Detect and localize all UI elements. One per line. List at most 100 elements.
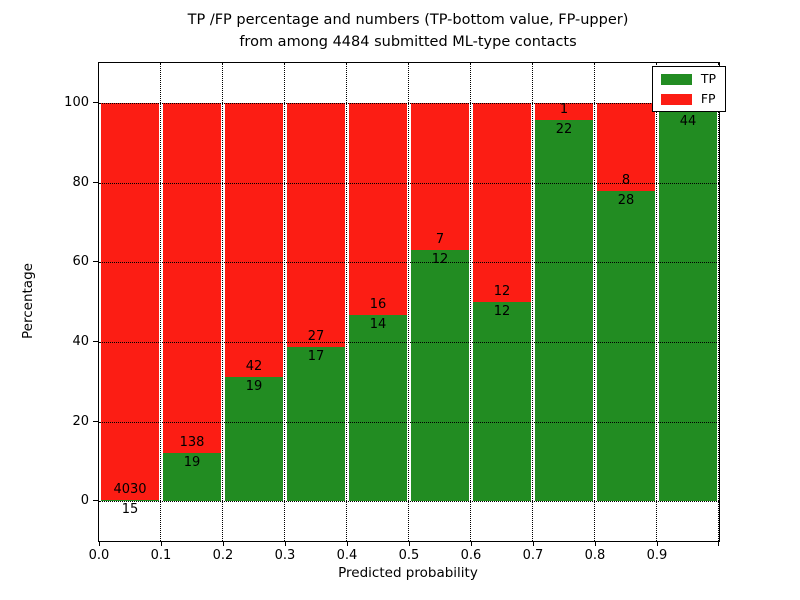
horizontal-gridline [99, 182, 719, 184]
y-tick-label: 40 [72, 333, 89, 349]
tp-count-label: 12 [493, 304, 511, 319]
y-tick-mark [93, 420, 98, 422]
x-tick-mark [223, 541, 224, 546]
fp-count-label: 27 [307, 329, 325, 345]
tp-bar-segment [597, 191, 655, 502]
fp-count-label: 1 [559, 102, 569, 118]
horizontal-gridline [99, 501, 719, 503]
tp-bar-segment [473, 302, 531, 502]
x-tick-label: 0.0 [88, 548, 110, 563]
y-tick-label: 80 [72, 174, 89, 190]
x-tick-mark [409, 541, 410, 546]
tp-bar-segment [101, 499, 159, 502]
y-tick-mark [93, 261, 98, 263]
vertical-gridline [532, 63, 533, 541]
x-axis-label: Predicted probability [338, 565, 478, 581]
vertical-gridline [408, 63, 409, 541]
tp-count-label: 17 [307, 349, 325, 365]
legend: TP FP [651, 66, 726, 112]
legend-swatch-tp-icon [660, 73, 692, 85]
vertical-gridline [656, 63, 657, 541]
legend-item-tp: TP [660, 71, 716, 86]
tp-bar-segment [163, 452, 221, 502]
y-tick-label: 60 [72, 254, 89, 270]
y-axis-label: Percentage [20, 263, 36, 339]
x-tick-mark [99, 541, 100, 546]
tp-count-label: 15 [121, 501, 139, 517]
chart-title-line-1: TP /FP percentage and numbers (TP-bottom… [187, 12, 629, 28]
legend-label: TP [700, 71, 716, 86]
vertical-gridline [470, 63, 471, 541]
horizontal-gridline [99, 262, 719, 264]
chart-title: TP /FP percentage and numbers (TP-bottom… [98, 10, 718, 54]
x-tick-mark [347, 541, 348, 546]
y-tick-mark [93, 500, 98, 502]
y-tick-label: 0 [80, 493, 89, 509]
fp-count-label: 16 [369, 297, 387, 313]
y-tick-mark [93, 181, 98, 183]
x-tick-label: 0.7 [522, 548, 544, 563]
x-tick-label: 0.9 [646, 548, 668, 563]
x-tick-label: 0.1 [150, 548, 172, 563]
fp-count-label: 138 [179, 434, 205, 450]
horizontal-gridline [99, 341, 719, 343]
fp-bar-segment [597, 102, 655, 192]
tp-count-label: 14 [369, 317, 387, 333]
x-tick-mark [471, 541, 472, 546]
plot-area: TP FP 4030 15 138 19 42 19 27 17 16 14 7 12 12 12 1 22 8 2… [64, 62, 726, 563]
vertical-gridline [718, 63, 719, 541]
horizontal-gridline [99, 421, 719, 423]
legend-swatch-fp-icon [660, 93, 692, 105]
fp-bar-segment [101, 102, 159, 500]
vertical-gridline [160, 63, 161, 541]
legend-item-fp: FP [660, 91, 716, 106]
x-tick-label: 0.8 [584, 548, 606, 563]
tp-count-label: 28 [617, 193, 635, 209]
fp-count-label: 7 [435, 231, 445, 247]
fp-bar-segment [411, 102, 469, 250]
fp-bar-segment [473, 102, 531, 302]
tp-bar-segment [535, 120, 593, 502]
fp-bar-segment [535, 102, 593, 121]
tp-count-label: 44 [679, 113, 697, 129]
x-tick-label: 0.3 [274, 548, 296, 563]
y-tick-mark [93, 101, 98, 103]
x-tick-mark [533, 541, 534, 546]
fp-bar-segment [163, 102, 221, 453]
tp-count-label: 19 [245, 379, 263, 395]
y-tick-label: 100 [64, 94, 89, 110]
fp-count-label: 4030 [113, 481, 147, 497]
x-tick-mark [657, 541, 658, 546]
vertical-gridline [222, 63, 223, 541]
legend-label: FP [700, 91, 716, 106]
tp-count-label: 12 [431, 251, 449, 267]
fp-count-label: 42 [245, 359, 263, 375]
vertical-gridline [346, 63, 347, 541]
x-tick-label: 0.4 [336, 548, 358, 563]
x-tick-label: 0.6 [460, 548, 482, 563]
x-tick-label: 0.5 [398, 548, 420, 563]
tp-count-label: 22 [555, 122, 573, 138]
chart-title-line-2: from among 4484 submitted ML-type contac… [239, 33, 577, 50]
tp-bar-segment [287, 347, 345, 502]
fp-count-label: 12 [493, 284, 511, 299]
tp-bar-segment [349, 315, 407, 502]
x-tick-mark [161, 541, 162, 546]
fp-bar-segment [225, 102, 283, 378]
x-tick-mark [718, 541, 719, 546]
vertical-gridline [594, 63, 595, 541]
vertical-gridline [284, 63, 285, 541]
tp-bar-segment [659, 111, 717, 502]
fp-bar-segment [287, 102, 345, 348]
x-tick-mark [595, 541, 596, 546]
horizontal-gridline [99, 102, 719, 104]
tp-bar-segment [225, 377, 283, 502]
tp-count-label: 19 [183, 454, 201, 470]
fp-bar-segment [349, 102, 407, 316]
fp-count-label: 8 [621, 173, 631, 189]
x-tick-label: 0.2 [212, 548, 234, 563]
y-tick-label: 20 [72, 413, 89, 429]
x-tick-mark [285, 541, 286, 546]
y-tick-mark [93, 340, 98, 342]
